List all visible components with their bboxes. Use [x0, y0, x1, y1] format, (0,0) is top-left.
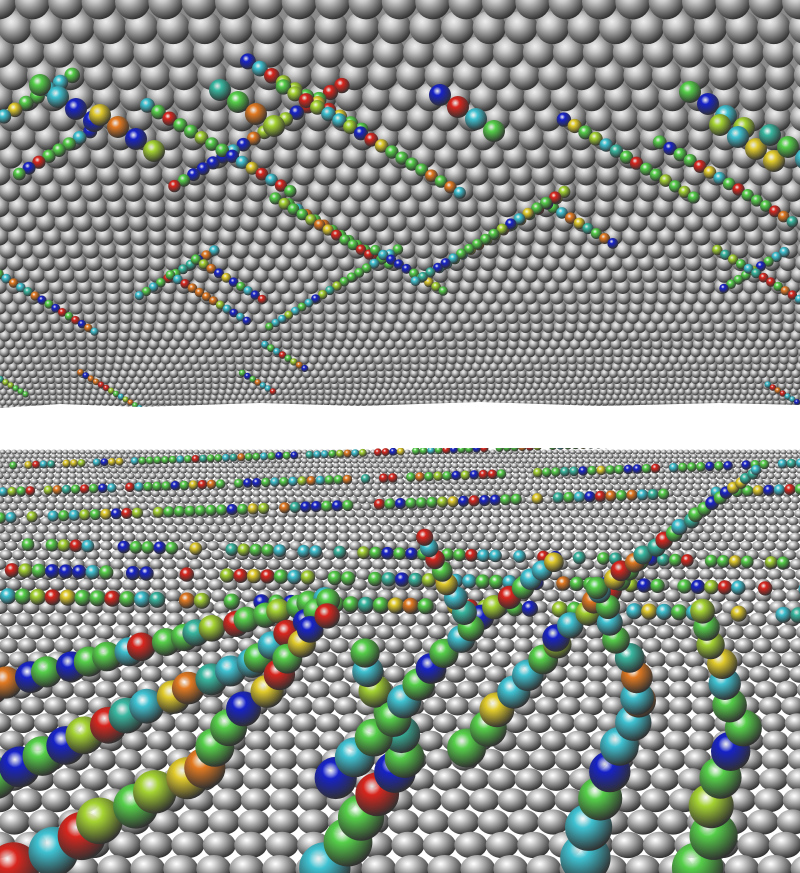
gray-atom-layer-top [0, 0, 800, 415]
panel-bottom-surface-view [0, 448, 800, 873]
colored-chains-bottom [0, 448, 800, 873]
panel-top-underside-view [0, 0, 800, 418]
colored-chains-top [0, 53, 800, 414]
atomic-lattice-top [0, 0, 800, 418]
atomic-lattice-bottom [0, 448, 800, 873]
